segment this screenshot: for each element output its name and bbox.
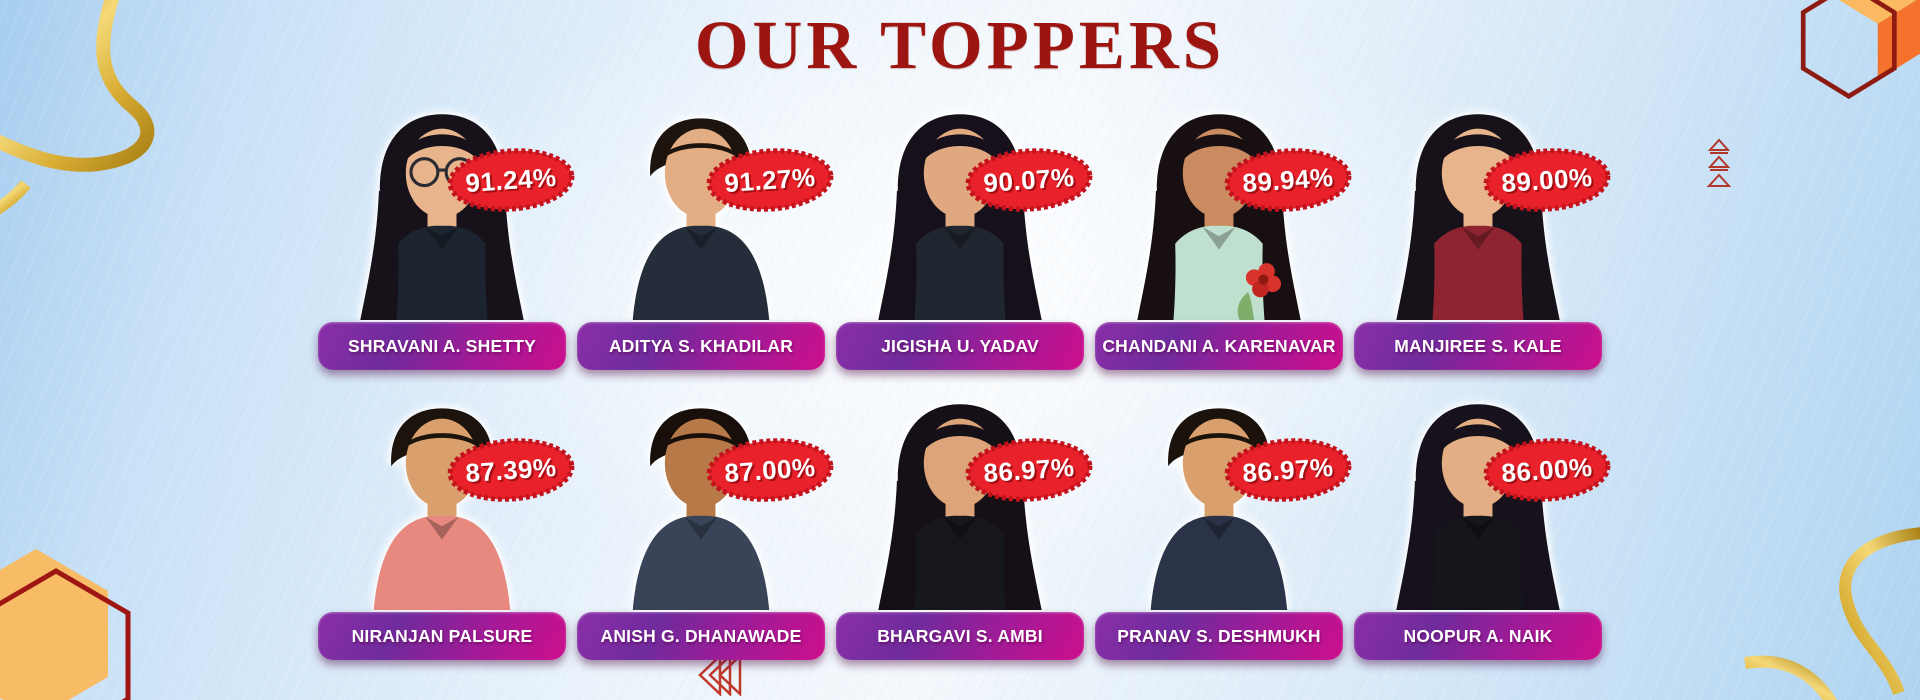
student-card: 89.94% CHANDANI A. KARENAVAR <box>1093 108 1352 370</box>
student-name: PRANAV S. DESHMUKH <box>1117 625 1321 646</box>
starburst-seal-icon <box>706 148 834 212</box>
student-name: BHARGAVI S. AMBI <box>877 625 1043 646</box>
name-plate: NOOPUR A. NAIK <box>1354 612 1602 660</box>
score-badge: 86.00% <box>1480 434 1614 507</box>
starburst-seal-icon <box>1224 438 1352 502</box>
toppers-row-2: 87.39% NIRANJAN PALSURE <box>0 398 1920 660</box>
name-plate: ADITYA S. KHADILAR <box>577 322 825 370</box>
name-plate: CHANDANI A. KARENAVAR <box>1095 322 1343 370</box>
student-card: 90.07% JIGISHA U. YADAV <box>834 108 1093 370</box>
student-card: 86.00% NOOPUR A. NAIK <box>1352 398 1611 660</box>
starburst-seal-icon <box>706 438 834 502</box>
starburst-seal-icon <box>1483 148 1611 212</box>
score-badge: 87.39% <box>444 434 578 507</box>
student-photo <box>1115 398 1323 610</box>
student-name: ANISH G. DHANAWADE <box>600 625 802 646</box>
score-value: 89.94% <box>1241 161 1335 198</box>
score-badge: 91.24% <box>444 144 578 217</box>
name-plate: PRANAV S. DESHMUKH <box>1095 612 1343 660</box>
name-plate: MANJIREE S. KALE <box>1354 322 1602 370</box>
student-name: NOOPUR A. NAIK <box>1403 625 1553 646</box>
score-value: 87.00% <box>723 451 817 488</box>
student-photo <box>856 108 1064 320</box>
name-plate: SHRAVANI A. SHETTY <box>318 322 566 370</box>
student-photo <box>856 398 1064 610</box>
student-card: 86.97% BHARGAVI S. AMBI <box>834 398 1093 660</box>
student-card: 87.39% NIRANJAN PALSURE <box>316 398 575 660</box>
student-name: NIRANJAN PALSURE <box>351 625 533 646</box>
score-badge: 91.27% <box>703 144 837 217</box>
score-badge: 89.00% <box>1480 144 1614 217</box>
score-badge: 87.00% <box>703 434 837 507</box>
score-badge: 86.97% <box>1221 434 1355 507</box>
triple-left-arrow-icon <box>698 653 742 697</box>
student-card: 87.00% ANISH G. DHANAWADE <box>575 398 834 660</box>
name-plate: NIRANJAN PALSURE <box>318 612 566 660</box>
score-value: 86.97% <box>982 451 1076 488</box>
starburst-seal-icon <box>447 148 575 212</box>
starburst-seal-icon <box>1483 438 1611 502</box>
score-value: 91.24% <box>464 161 558 198</box>
score-value: 87.39% <box>464 451 558 488</box>
name-plate: JIGISHA U. YADAV <box>836 322 1084 370</box>
scroll-up-indicator-icon <box>1706 138 1732 187</box>
starburst-seal-icon <box>447 438 575 502</box>
score-badge: 90.07% <box>962 144 1096 217</box>
student-card: 91.27% ADITYA S. KHADILAR <box>575 108 834 370</box>
student-card: 86.97% PRANAV S. DESHMUKH <box>1093 398 1352 660</box>
student-photo <box>1115 108 1323 320</box>
score-value: 89.00% <box>1500 161 1594 198</box>
starburst-seal-icon <box>965 438 1093 502</box>
student-card: 91.24% SHRAVANI A. SHETTY <box>316 108 575 370</box>
score-value: 90.07% <box>982 161 1076 198</box>
student-name: JIGISHA U. YADAV <box>881 335 1039 356</box>
score-value: 86.97% <box>1241 451 1335 488</box>
student-name: CHANDANI A. KARENAVAR <box>1102 335 1336 356</box>
student-photo <box>597 398 805 610</box>
student-photo <box>1374 398 1582 610</box>
score-badge: 86.97% <box>962 434 1096 507</box>
student-photo <box>597 108 805 320</box>
student-name: ADITYA S. KHADILAR <box>608 335 794 356</box>
carousel-back-button[interactable] <box>698 653 762 697</box>
student-name: MANJIREE S. KALE <box>1394 335 1562 356</box>
toppers-row-1: 91.24% SHRAVANI A. SHETTY <box>0 108 1920 370</box>
starburst-seal-icon <box>965 148 1093 212</box>
name-plate: ANISH G. DHANAWADE <box>577 612 825 660</box>
score-value: 86.00% <box>1500 451 1594 488</box>
score-value: 91.27% <box>723 161 817 198</box>
student-card: 89.00% MANJIREE S. KALE <box>1352 108 1611 370</box>
page-title: OUR TOPPERS <box>694 7 1226 83</box>
name-plate: BHARGAVI S. AMBI <box>836 612 1084 660</box>
student-photo <box>338 398 546 610</box>
starburst-seal-icon <box>1224 148 1352 212</box>
student-name: SHRAVANI A. SHETTY <box>347 335 536 356</box>
score-badge: 89.94% <box>1221 144 1355 217</box>
student-photo <box>1374 108 1582 320</box>
student-photo <box>338 108 546 320</box>
